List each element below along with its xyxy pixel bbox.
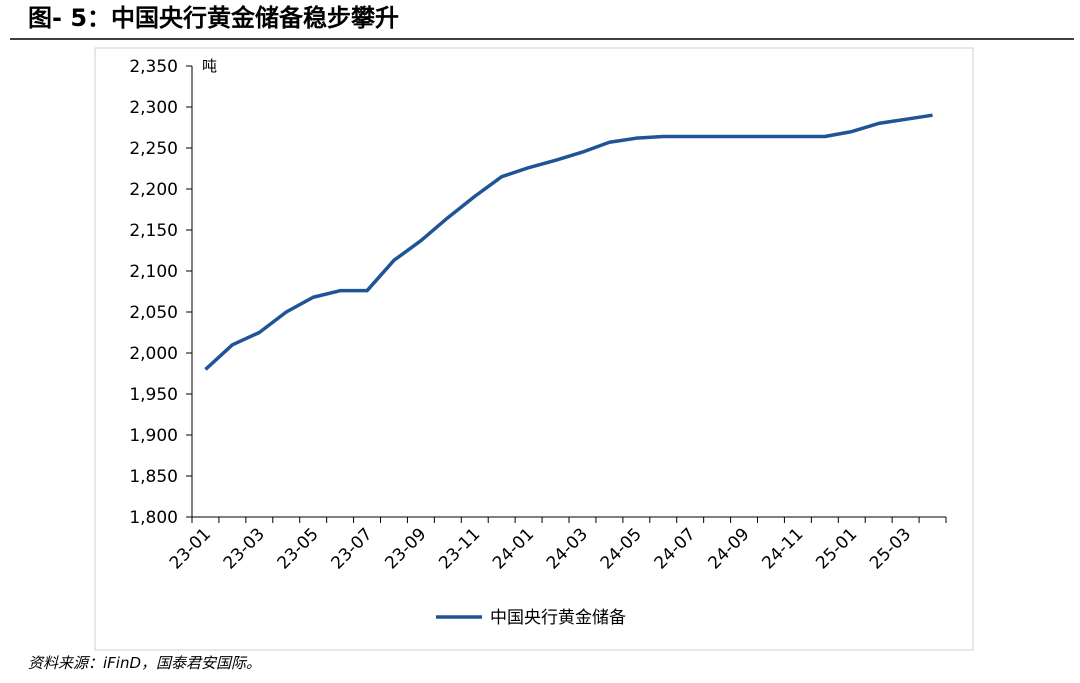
y-tick-label: 2,100 — [129, 262, 178, 282]
x-tick-label: 23-11 — [435, 524, 484, 573]
y-tick-label: 1,850 — [129, 467, 178, 487]
line-series — [204, 113, 933, 371]
y-tick-label: 1,950 — [129, 385, 178, 405]
x-tick-label: 23-01 — [166, 524, 215, 573]
x-tick-label: 24-07 — [651, 524, 700, 573]
y-tick-label: 1,800 — [129, 508, 178, 528]
source: 资料来源：iFinD，国泰君安国际。 — [28, 654, 261, 672]
x-tick-label: 24-09 — [704, 524, 753, 573]
x-tick-label: 24-05 — [597, 524, 646, 573]
y-tick-label: 1,900 — [129, 426, 178, 446]
x-tick-label: 23-05 — [274, 524, 323, 573]
chart-title: 图- 5：中国央行黄金储备稳步攀升 — [28, 4, 399, 32]
legend-label: 中国央行黄金储备 — [490, 608, 626, 628]
x-tick-label: 23-03 — [220, 524, 269, 573]
x-tick-label: 23-07 — [327, 524, 376, 573]
y-tick-label: 2,050 — [129, 303, 178, 323]
y-tick-label: 2,150 — [129, 221, 178, 241]
x-tick-label: 24-03 — [543, 524, 592, 573]
y-tick-label: 2,200 — [129, 180, 178, 200]
x-tick-label: 25-01 — [812, 524, 861, 573]
y-tick-label: 2,350 — [129, 57, 178, 77]
x-tick-label: 23-09 — [381, 524, 430, 573]
y-tick-label: 2,300 — [129, 98, 178, 118]
y-tick-label: 2,250 — [129, 139, 178, 159]
x-tick-label: 24-01 — [489, 524, 538, 573]
y-tick-label: 2,000 — [129, 344, 178, 364]
y-unit: 吨 — [202, 57, 217, 75]
x-tick-label: 24-11 — [758, 524, 807, 573]
x-tick-label: 25-03 — [866, 524, 915, 573]
chart-frame — [94, 47, 974, 651]
